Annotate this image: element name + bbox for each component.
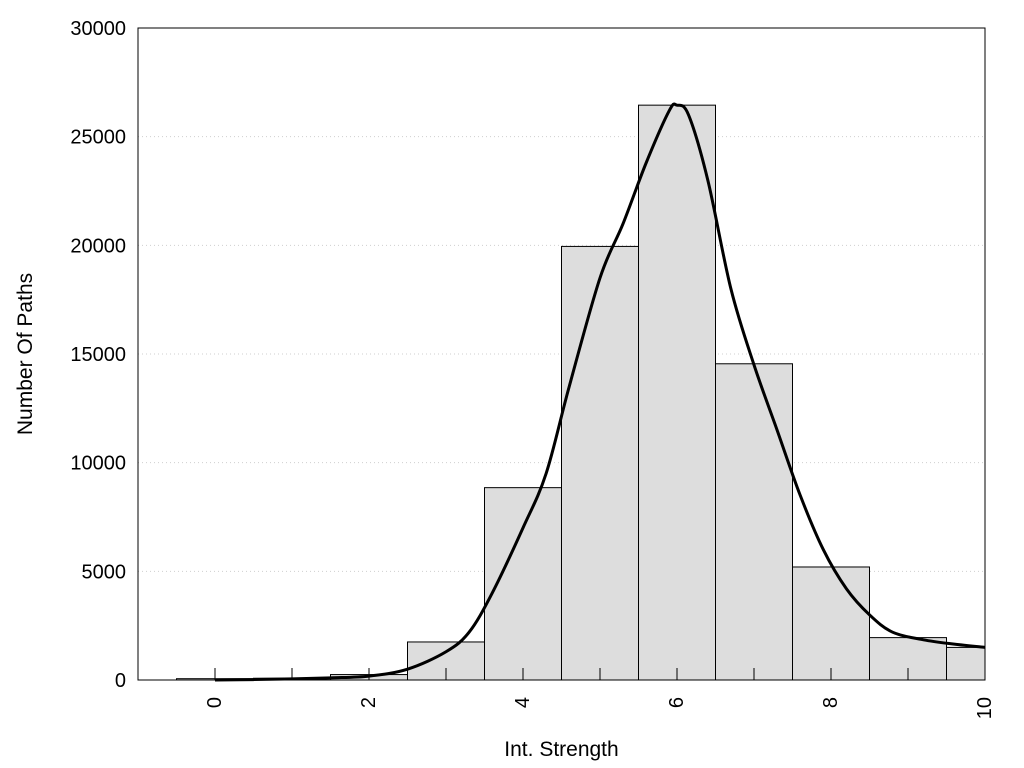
density-curve-layer <box>214 102 986 682</box>
x-tick-label: 10 <box>974 697 996 719</box>
x-tick-label: 6 <box>666 697 688 708</box>
x-tick-label: 0 <box>204 697 226 708</box>
y-tick-label: 0 <box>115 670 126 692</box>
y-tick-label: 5000 <box>82 561 127 583</box>
y-tick-label: 30000 <box>70 18 126 40</box>
histogram-bar <box>638 104 716 681</box>
histogram-bar <box>946 646 986 681</box>
x-tick-label: 4 <box>512 697 534 708</box>
y-tick-label: 10000 <box>70 453 126 475</box>
y-tick-label: 15000 <box>70 344 126 366</box>
histogram-bars <box>176 104 986 681</box>
histogram-bar <box>792 566 870 681</box>
x-axis-title: Int. Strength <box>504 738 618 761</box>
density-curve <box>214 102 986 682</box>
y-tick-label: 20000 <box>70 235 126 257</box>
x-tick-label: 8 <box>820 697 842 708</box>
x-tick-label: 2 <box>358 697 380 708</box>
x-axis-ticks: 0 2 4 6 8 10 <box>204 668 996 719</box>
y-tick-label: 25000 <box>70 127 126 149</box>
y-axis-ticks: 0 5000 10000 15000 20000 25000 30000 <box>70 18 126 692</box>
plot-frame <box>137 27 986 681</box>
histogram-bar <box>715 363 793 681</box>
y-axis-title: Number Of Paths <box>14 273 37 435</box>
histogram-bar <box>561 245 639 681</box>
